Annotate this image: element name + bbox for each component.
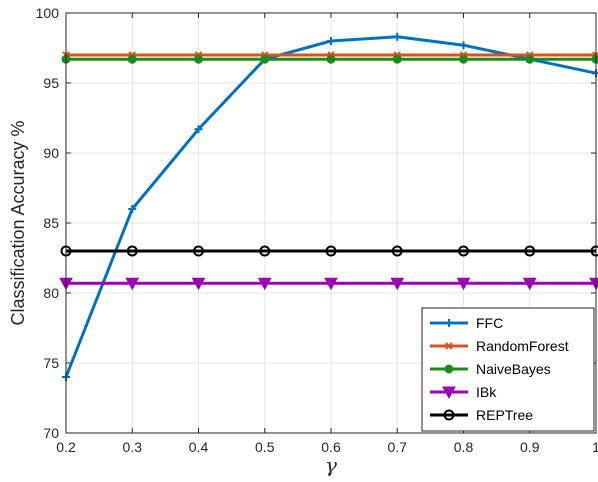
legend-item: NaiveBayes: [430, 361, 551, 377]
data-point: [390, 277, 405, 291]
data-point: [259, 245, 271, 257]
data-point: [194, 125, 203, 134]
legend-label: IBk: [476, 384, 497, 400]
data-point: [191, 277, 206, 291]
legend-item: REPTree: [430, 407, 533, 423]
legend-label: FFC: [476, 315, 503, 331]
legend-marker: [445, 342, 453, 350]
data-point: [260, 54, 270, 64]
y-tick-label: 85: [43, 215, 59, 231]
data-point: [459, 54, 468, 64]
y-tick-label: 95: [43, 75, 59, 91]
data-point: [525, 54, 535, 64]
x-tick-label: 0.5: [255, 439, 275, 455]
data-point: [194, 54, 203, 64]
x-tick-label: 0.9: [520, 439, 540, 455]
legend: FFC RandomForest NaiveBayes IBk REPTree: [421, 307, 595, 432]
data-point: [392, 54, 402, 64]
legend-marker: [443, 409, 455, 421]
x-axis-label: γ: [325, 453, 337, 477]
data-point: [393, 32, 402, 41]
x-tick-label: 0.7: [388, 439, 408, 455]
x-tick-label: 0.6: [321, 439, 341, 455]
legend-item: RandomForest: [430, 338, 569, 354]
data-point: [324, 277, 338, 291]
data-point: [325, 245, 337, 257]
data-point: [127, 54, 137, 64]
legend-label: REPTree: [476, 407, 533, 423]
series-layer: [59, 32, 598, 381]
legend-marker: [444, 364, 454, 374]
data-point: [591, 54, 598, 64]
y-tick-label: 100: [36, 5, 60, 21]
series-ibk: [59, 277, 598, 291]
data-point: [459, 41, 468, 50]
data-point: [458, 245, 469, 257]
data-point: [126, 245, 138, 257]
y-tick-label: 90: [43, 145, 59, 161]
x-tick-label: 0.3: [123, 439, 143, 455]
data-point: [193, 245, 204, 257]
x-tick-label: 0.8: [454, 439, 474, 455]
legend-marker: [442, 386, 456, 400]
x-tick-label: 0.2: [56, 439, 76, 455]
legend-marker: [445, 319, 453, 327]
data-point: [391, 245, 403, 257]
data-point: [524, 245, 536, 257]
data-point: [128, 205, 137, 213]
legend-item: IBk: [430, 384, 497, 400]
legend-item: FFC: [430, 315, 503, 331]
y-tick-label: 80: [43, 285, 59, 301]
x-tick-label: 0.4: [189, 439, 209, 455]
y-tick-label: 75: [43, 355, 59, 371]
data-point: [327, 37, 335, 45]
data-point: [257, 277, 272, 291]
y-tick-label: 70: [43, 425, 59, 441]
data-point: [326, 54, 336, 64]
legend-label: RandomForest: [476, 338, 569, 354]
x-tick-label: 1: [592, 439, 598, 455]
y-axis-label: Classification Accuracy %: [8, 120, 28, 325]
ticks: 0.2 0.3 0.4 0.5 0.6 0.7 0.8 0.9 1 70 75 80 85 90 95 100: [36, 5, 598, 455]
data-point: [456, 277, 471, 291]
data-point: [125, 277, 140, 291]
data-point: [522, 277, 537, 291]
legend-label: NaiveBayes: [476, 361, 551, 377]
